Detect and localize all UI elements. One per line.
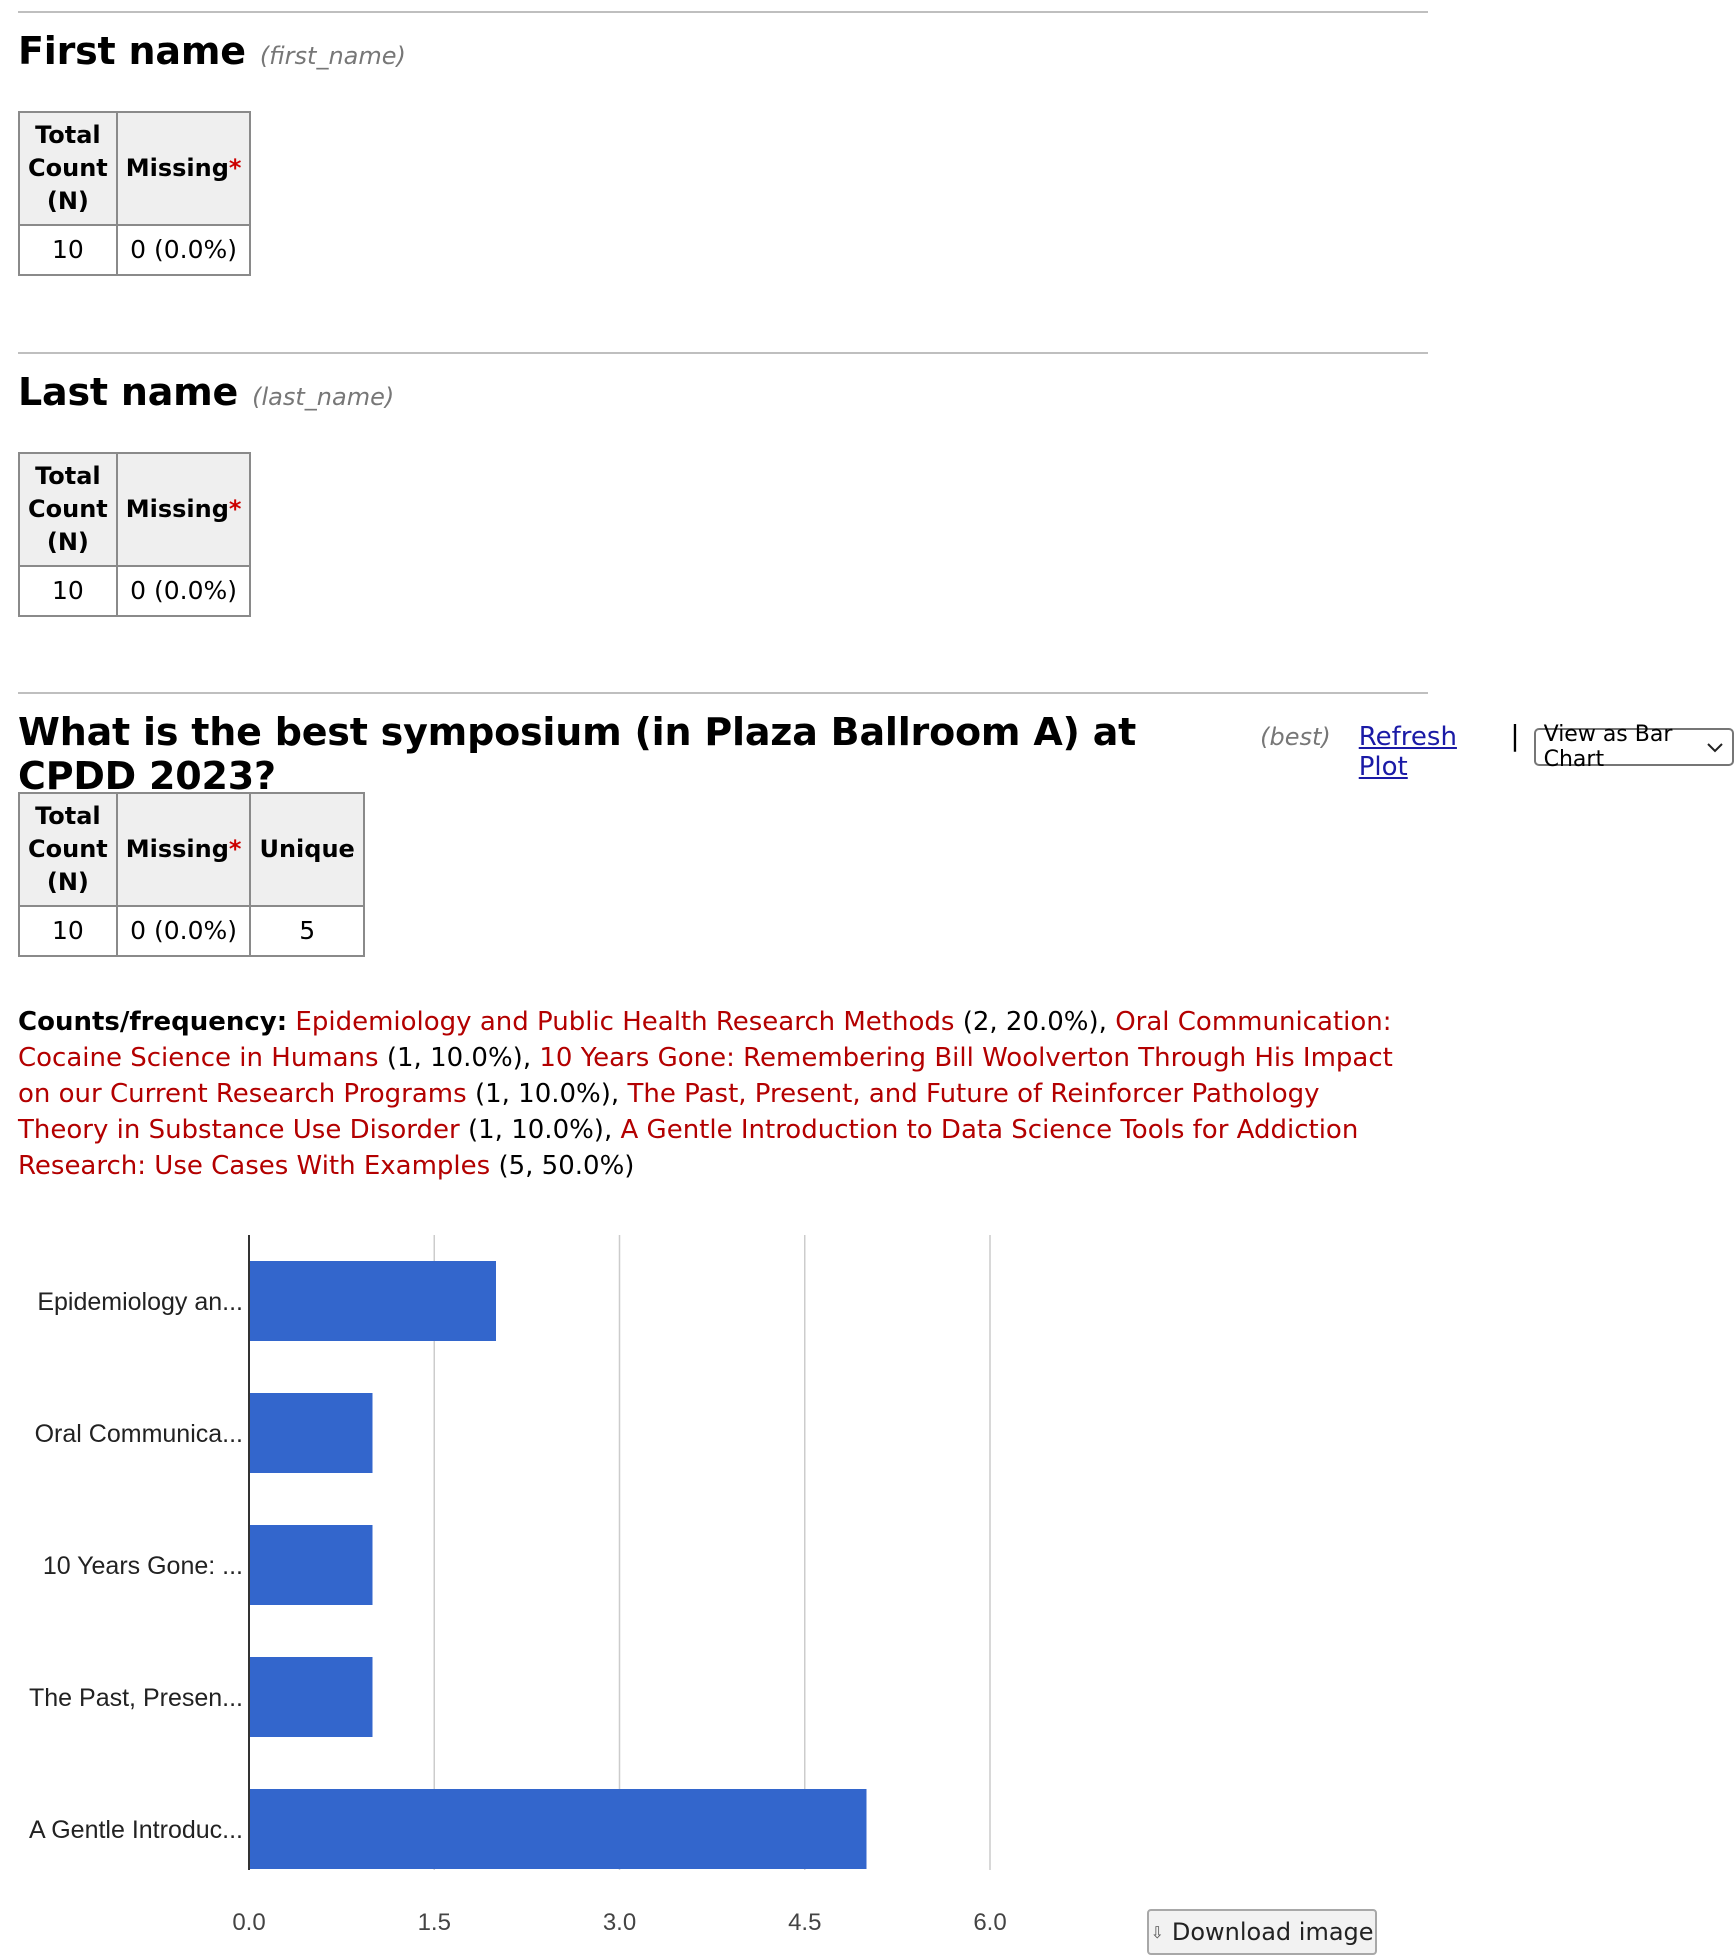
refresh-plot-link[interactable]: Refresh Plot (1358, 722, 1457, 782)
counts-frequency: Counts/frequency: Epidemiology and Publi… (18, 1007, 1393, 1181)
required-asterisk: * (228, 154, 242, 182)
x-tick-label: 1.5 (418, 1909, 451, 1936)
category-stat: (1, 10.0%) (468, 1115, 604, 1145)
stats-table: Total Count (N) Missing* 10 0 (0.0%) (18, 111, 252, 276)
field-best: What is the best symposium (in Plaza Bal… (18, 692, 1734, 957)
cell-total-count: 10 (18, 224, 118, 276)
field-title: First name (18, 29, 246, 73)
x-tick-label: 4.5 (788, 1909, 821, 1936)
field-title: Last name (18, 370, 239, 414)
required-asterisk: * (228, 835, 242, 863)
category-stat: (5, 50.0%) (498, 1151, 635, 1181)
x-tick-label: 0.0 (232, 1909, 265, 1936)
category-label: Oral Communica... (35, 1420, 243, 1448)
bar (249, 1393, 373, 1473)
cell-missing: 0 (0.0%) (115, 905, 252, 957)
counts-label: Counts/frequency: (18, 1007, 288, 1037)
header-missing: Missing* (115, 111, 252, 226)
bar (249, 1261, 496, 1341)
category-label: The Past, Presen... (29, 1684, 243, 1712)
cell-unique: 5 (249, 905, 365, 957)
category-stat: (2, 20.0%) (962, 1007, 1099, 1037)
x-tick-label: 3.0 (603, 1909, 636, 1936)
field-header: Last name (last_name) (18, 370, 1428, 420)
separator: | (1510, 719, 1520, 752)
category-label: A Gentle Introduc... (29, 1816, 243, 1844)
cell-total-count: 10 (18, 565, 118, 617)
field-varname: (last_name) (252, 383, 395, 411)
category-label: 10 Years Gone: ... (43, 1552, 243, 1580)
download-image-button[interactable]: ⇩ Download image (1147, 1909, 1377, 1955)
category-stat: (1, 10.0%) (474, 1079, 611, 1109)
header-total-count: Total Count (N) (18, 111, 118, 226)
field-title: What is the best symposium (in Plaza Bal… (18, 710, 1137, 798)
category-link[interactable]: Oral Communication: Cocaine Science in H… (18, 1007, 1392, 1073)
bar (249, 1789, 867, 1869)
field-header: First name (first_name) (18, 29, 1428, 79)
x-tick-label: 6.0 (973, 1909, 1006, 1936)
view-as-select[interactable]: View as Bar Chart (1533, 722, 1734, 772)
bar-chart: 0.0 1.5 3.0 4.5 6.0 Epidemiology an... Oral Co… (29, 1235, 1007, 1936)
header-missing: Missing* (115, 452, 252, 567)
view-as-select-value: View as Bar Chart (1543, 722, 1673, 772)
category-link[interactable]: A Gentle Introduction to Data Science To… (18, 1115, 1359, 1181)
stats-table: Total Count (N) Missing* 10 0 (0.0%) (18, 452, 252, 617)
header-total-count: Total Count (N) (18, 792, 118, 907)
download-icon: ⇩ (1150, 1922, 1164, 1942)
divider (18, 11, 1428, 13)
field-varname: (first_name) (259, 42, 406, 70)
field-last-name: Last name (last_name) Total Count (N) Mi… (18, 352, 1428, 617)
category-stat: (1, 10.0%) (386, 1043, 523, 1073)
download-image-label: Download image (1171, 1918, 1374, 1946)
category-link[interactable]: 10 Years Gone: Remembering Bill Woolvert… (18, 1043, 1393, 1109)
bar (249, 1525, 373, 1605)
cell-missing: 0 (0.0%) (115, 565, 252, 617)
bar (249, 1657, 373, 1737)
header-unique: Unique (249, 792, 365, 907)
stats-table: Total Count (N) Missing* Unique 10 0 (0.… (18, 792, 365, 957)
field-first-name: First name (first_name) Total Count (N) … (18, 11, 1428, 276)
header-total-count: Total Count (N) (18, 452, 118, 567)
chevron-down-icon (1706, 735, 1724, 759)
field-varname: (best) (1260, 723, 1331, 751)
header-missing: Missing* (115, 792, 252, 907)
divider (18, 692, 1428, 694)
cell-missing: 0 (0.0%) (115, 224, 252, 276)
category-link[interactable]: The Past, Present, and Future of Reinfor… (18, 1079, 1320, 1145)
category-label: Epidemiology an... (37, 1288, 243, 1316)
field-header: What is the best symposium (in Plaza Bal… (18, 710, 1734, 798)
cell-total-count: 10 (18, 905, 118, 957)
required-asterisk: * (228, 495, 242, 523)
divider (18, 352, 1428, 354)
category-link[interactable]: Epidemiology and Public Health Research … (295, 1007, 955, 1037)
